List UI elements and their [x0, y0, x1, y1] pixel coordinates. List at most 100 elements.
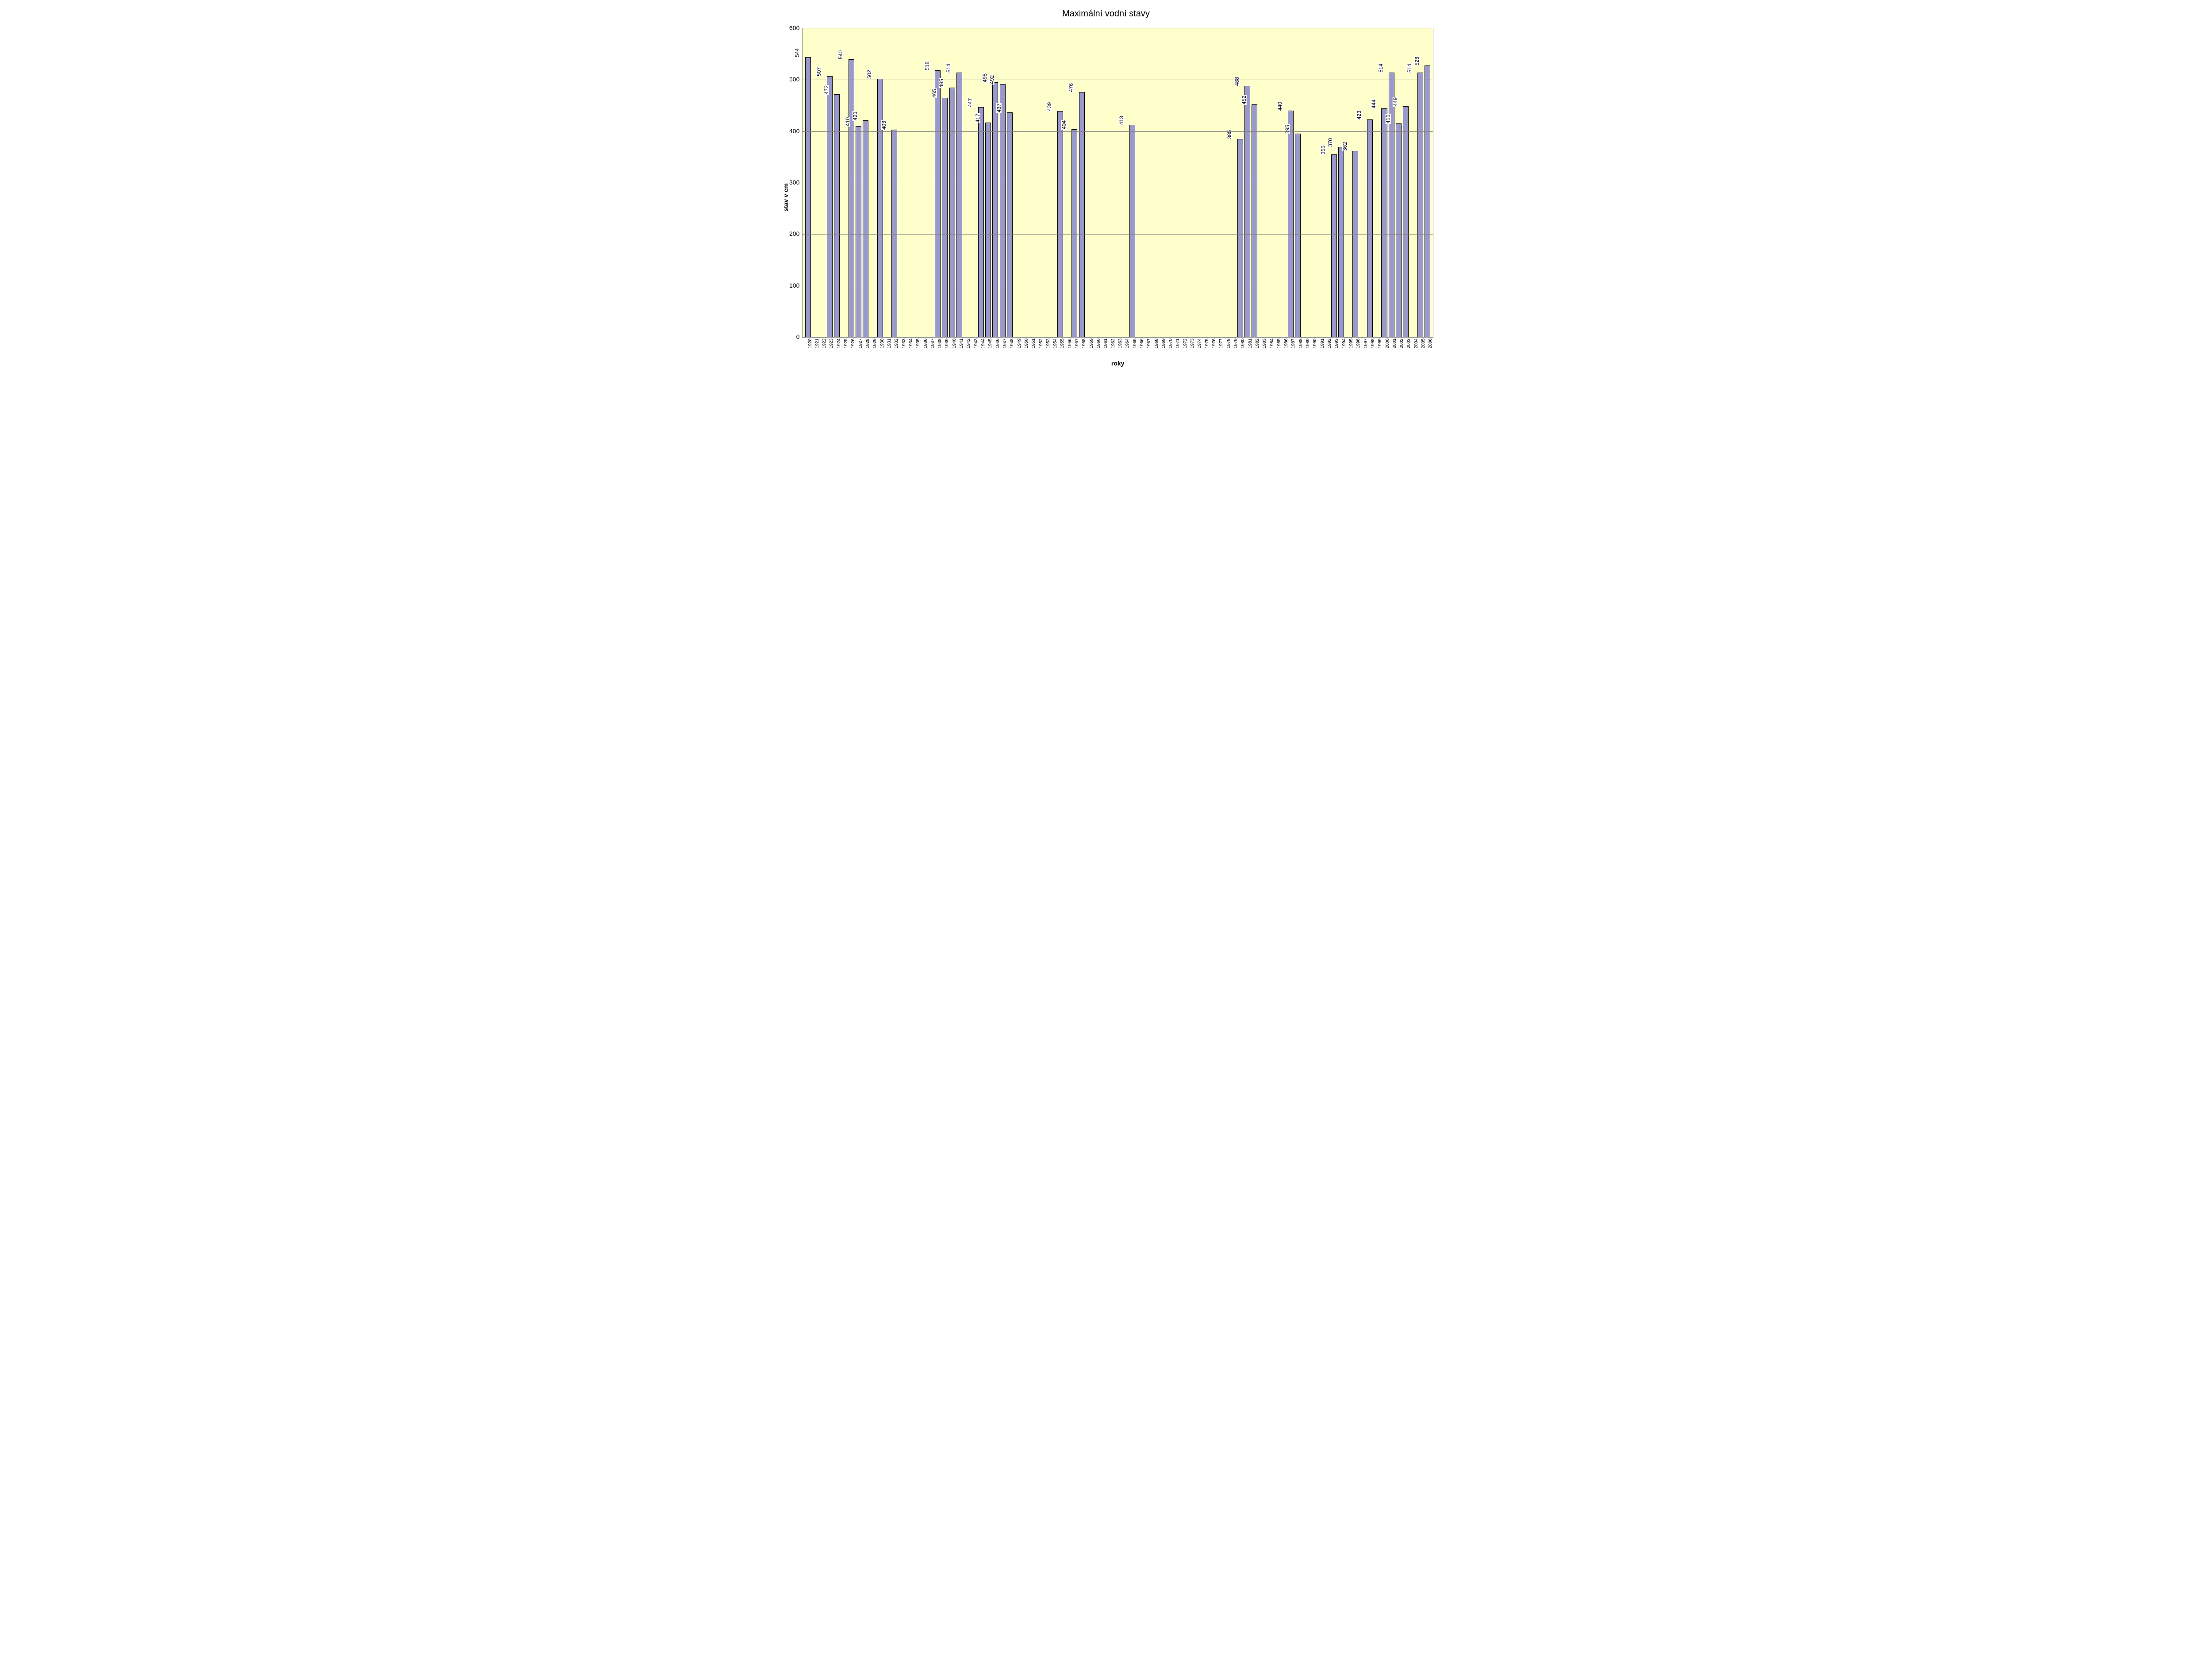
x-tick-slot: 1920 [804, 338, 811, 356]
x-tick-slot: 1953 [1042, 338, 1049, 356]
x-tick-slot: 1981 [1244, 338, 1251, 356]
bar: 514 [1389, 73, 1394, 337]
bar: 404 [1071, 129, 1077, 337]
bar: 415 [1396, 123, 1402, 337]
bar: 495 [992, 82, 998, 337]
x-tick-slot: 1922 [818, 338, 826, 356]
y-axis-label: stav v cm [779, 28, 789, 367]
bar-value-label: 528 [1414, 56, 1419, 66]
x-tick-slot: 1992 [1324, 338, 1331, 356]
bar: 507 [827, 76, 833, 337]
x-tick-slot: 1983 [1259, 338, 1266, 356]
bar-value-label: 395 [1284, 124, 1290, 134]
bar: 370 [1338, 147, 1344, 337]
x-tick-slot: 1926 [847, 338, 854, 356]
x-tick-slot: 1988 [1295, 338, 1302, 356]
x-tick-slot: 1990 [1309, 338, 1316, 356]
x-tick-slot: 1998 [1367, 338, 1374, 356]
x-tick-slot: 1956 [1064, 338, 1071, 356]
bar-value-label: 404 [1061, 120, 1067, 130]
x-axis-label: roky [802, 360, 1433, 367]
bar-value-label: 476 [1068, 83, 1074, 92]
bar-value-label: 514 [946, 63, 951, 73]
x-tick-slot: 1948 [1006, 338, 1013, 356]
bar-value-label: 447 [968, 98, 973, 108]
x-tick-slot: 1950 [1021, 338, 1028, 356]
x-tick-slot: 1957 [1071, 338, 1078, 356]
x-tick-slot: 1977 [1215, 338, 1222, 356]
x-tick-slot: 1989 [1302, 338, 1309, 356]
bar: 452 [1252, 104, 1257, 337]
bar-value-label: 465 [932, 88, 937, 98]
x-tick-slot: 1993 [1331, 338, 1338, 356]
x-tick-slot: 1975 [1201, 338, 1208, 356]
bar-value-label: 514 [1378, 63, 1383, 73]
x-tick-slot: 1933 [898, 338, 905, 356]
x-tick-slot: 1951 [1028, 338, 1035, 356]
bar: 403 [891, 130, 897, 337]
bar: 362 [1352, 151, 1358, 337]
x-tick-slot: 1991 [1317, 338, 1324, 356]
bar-value-label: 472 [823, 85, 829, 95]
plot-outer: 5445074725404104215024035184654855144474… [802, 28, 1433, 367]
x-tick-slot: 1972 [1179, 338, 1187, 356]
x-tick-slot: 1987 [1287, 338, 1294, 356]
bar-value-label: 417 [975, 113, 980, 123]
bar: 449 [1403, 106, 1409, 337]
bar: 439 [1057, 111, 1063, 337]
x-tick-slot: 1955 [1056, 338, 1064, 356]
bar: 465 [942, 98, 948, 337]
bar: 421 [863, 120, 868, 337]
x-tick-slot: 2004 [1410, 338, 1417, 356]
bar: 485 [949, 88, 955, 337]
bar: 440 [1288, 111, 1294, 337]
x-tick-slot: 2005 [1417, 338, 1425, 356]
bar-value-label: 452 [1241, 95, 1247, 105]
bar: 355 [1331, 154, 1337, 337]
gridline [803, 234, 1433, 235]
x-tick-slot: 1999 [1374, 338, 1381, 356]
x-tick-slot: 1932 [891, 338, 898, 356]
x-tick-slot: 1986 [1280, 338, 1287, 356]
x-tick-slot: 1971 [1172, 338, 1179, 356]
chart-title: Maximální vodní stavy [779, 9, 1433, 19]
gridline [803, 131, 1433, 132]
x-tick-slot: 1923 [826, 338, 833, 356]
bar-value-label: 370 [1328, 138, 1333, 147]
x-tick-slot: 1976 [1208, 338, 1215, 356]
x-tick-slot: 1980 [1237, 338, 1244, 356]
bar: 395 [1295, 134, 1301, 337]
x-tick-slot: 1969 [1158, 338, 1165, 356]
x-tick-slot: 1921 [811, 338, 818, 356]
x-tick-slot: 1939 [941, 338, 948, 356]
x-tick-slot: 1952 [1035, 338, 1042, 356]
bar: 544 [805, 57, 811, 337]
x-tick-slot: 1967 [1143, 338, 1150, 356]
bar: 476 [1079, 92, 1085, 337]
bar-value-label: 449 [1393, 97, 1398, 107]
bar-value-label: 423 [1356, 110, 1362, 120]
bar: 417 [985, 123, 991, 337]
x-tick-slot: 1963 [1114, 338, 1121, 356]
x-tick-slot: 1930 [876, 338, 883, 356]
x-tick-slot: 1945 [984, 338, 991, 356]
x-tick-slot: 1944 [977, 338, 984, 356]
bar-value-label: 507 [816, 67, 822, 77]
x-tick-slot: 1984 [1266, 338, 1273, 356]
x-tick-slot: 1947 [999, 338, 1006, 356]
bar: 514 [1417, 73, 1423, 337]
bar: 488 [1244, 86, 1250, 337]
x-tick-slot: 1954 [1049, 338, 1056, 356]
bar: 528 [1425, 65, 1430, 337]
bar-value-label: 403 [881, 120, 887, 130]
bar-value-label: 495 [982, 73, 987, 83]
x-tick-slot: 1935 [912, 338, 919, 356]
bar-value-label: 514 [1407, 63, 1412, 73]
x-tick-slot: 1994 [1338, 338, 1345, 356]
bar-value-label: 540 [838, 50, 843, 60]
x-tick: 2006 [1428, 338, 1433, 348]
bar-value-label: 488 [1234, 77, 1239, 86]
bar-value-label: 544 [795, 48, 800, 58]
x-tick-slot: 1966 [1136, 338, 1143, 356]
x-tick-slot: 1982 [1252, 338, 1259, 356]
